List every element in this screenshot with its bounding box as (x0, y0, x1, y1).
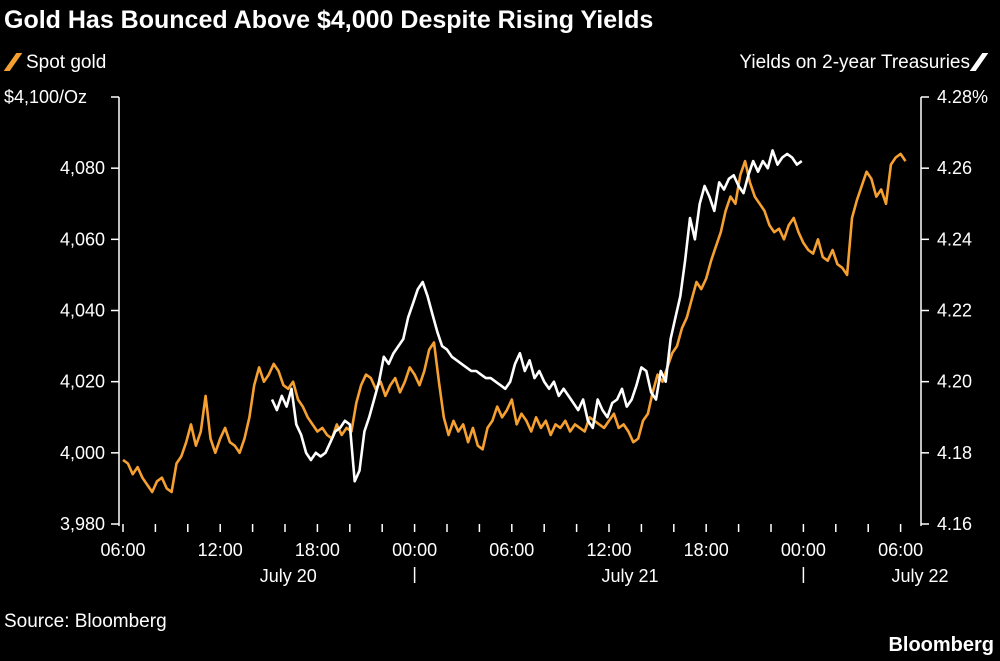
brand-logo: Bloomberg (888, 634, 994, 656)
y-tick-label-right: 4.24 (937, 229, 972, 249)
y-axis-unit-label: $4,100/Oz (4, 87, 87, 107)
y-tick-label-left: 4,020 (60, 372, 105, 392)
chart-title: Gold Has Bounced Above $4,000 Despite Ri… (4, 6, 654, 34)
y-tick-label-right: 4.20 (937, 372, 972, 392)
chart-labels: 3,980 4,000 4,020 4,040 4,060 4,080 $4,100/Oz 4… (4, 87, 988, 586)
y-tick-label-left: 4,080 (60, 158, 105, 178)
x-tick-label: 12:00 (198, 540, 243, 560)
chart-axes (111, 96, 929, 583)
spot-gold-line (122, 152, 907, 494)
y-tick-label-left: 4,040 (60, 301, 105, 321)
y-tick-label-right: 4.28% (937, 87, 988, 107)
y-tick-label-right: 4.16 (937, 514, 972, 534)
y-tick-label-right: 4.18 (937, 443, 972, 463)
source-note: Source: Bloomberg (4, 611, 167, 632)
x-tick-label: 12:00 (586, 540, 631, 560)
y-tick-label-left: 3,980 (60, 514, 105, 534)
x-tick-label: 18:00 (295, 540, 340, 560)
y-tick-label-right: 4.26 (937, 158, 972, 178)
x-tick-label: 18:00 (684, 540, 729, 560)
treasury-yield-line (270, 149, 803, 483)
x-tick-label: 06:00 (489, 540, 534, 560)
x-tick-label: 00:00 (781, 540, 826, 560)
y-tick-label-right: 4.22 (937, 301, 972, 321)
x-tick-label: 06:00 (878, 540, 923, 560)
y-tick-label-left: 4,060 (60, 229, 105, 249)
legend-spot-gold: Spot gold (3, 52, 107, 74)
legend-treasury-yields: Yields on 2-year Treasuries (739, 52, 992, 74)
chart-lines (122, 149, 907, 494)
legend-treasury-yields-label: Yields on 2-year Treasuries (739, 52, 970, 73)
legend-spot-gold-label: Spot gold (26, 52, 107, 73)
date-label: July 22 (892, 566, 949, 586)
x-tick-label: 06:00 (100, 540, 145, 560)
date-label: July 20 (260, 566, 317, 586)
date-label: July 21 (602, 566, 659, 586)
y-tick-label-left: 4,000 (60, 443, 105, 463)
x-tick-label: 00:00 (392, 540, 437, 560)
